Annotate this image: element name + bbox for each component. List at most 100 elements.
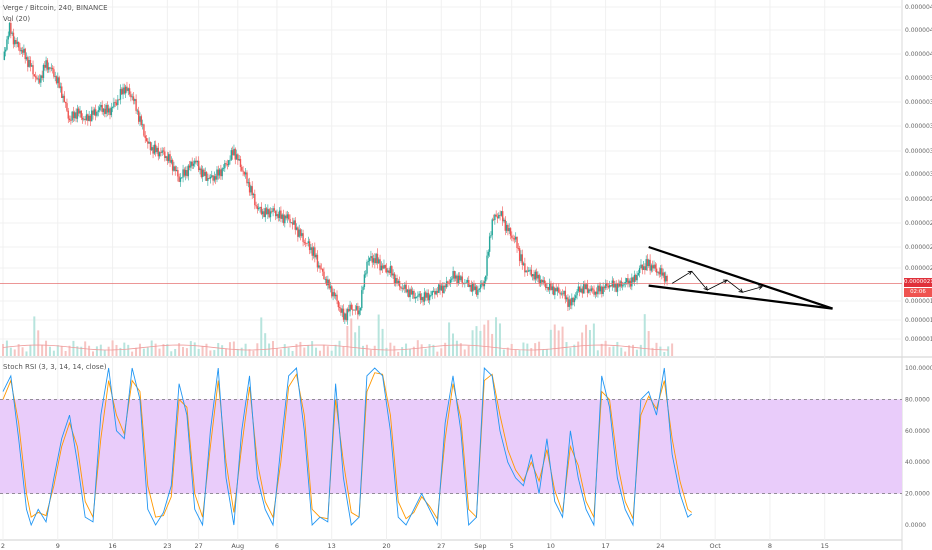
candle-body xyxy=(36,77,38,80)
candle-body xyxy=(238,159,240,161)
volume-bar xyxy=(291,351,294,356)
volume-bar xyxy=(632,344,634,356)
candle-body xyxy=(504,219,507,231)
candle-body xyxy=(632,277,634,282)
volume-bar xyxy=(448,322,451,356)
candle-body xyxy=(173,166,175,171)
candle-body xyxy=(199,168,201,171)
x-tick-label: 27 xyxy=(437,542,445,550)
candle-body xyxy=(358,310,360,315)
candle-body xyxy=(449,279,452,284)
candle-body xyxy=(444,285,446,288)
volume-bar xyxy=(260,317,263,356)
candle-body xyxy=(345,313,347,321)
volume-bar xyxy=(600,343,603,356)
price-tick-label: 0.00000260 xyxy=(905,220,932,227)
candle-body xyxy=(590,288,593,291)
candle-body xyxy=(33,74,36,77)
candle-body xyxy=(67,110,69,119)
candle-body xyxy=(598,285,600,292)
volume-bar xyxy=(588,330,591,356)
candle-body xyxy=(340,307,342,313)
candle-body xyxy=(106,105,109,113)
volume-bar xyxy=(135,347,138,356)
candle-body xyxy=(122,87,124,95)
stoch-rsi-pane xyxy=(0,366,902,527)
volume-bar xyxy=(166,344,169,356)
candle-body xyxy=(306,243,308,244)
candle-body xyxy=(427,292,430,301)
candle-body xyxy=(204,172,206,176)
candle-body xyxy=(21,50,24,53)
candle-body xyxy=(415,296,418,298)
candle-body xyxy=(68,118,71,121)
candle-body xyxy=(648,259,650,267)
trendline-drawings[interactable] xyxy=(648,245,833,310)
candle-body xyxy=(466,280,469,283)
candlestick-series xyxy=(3,18,668,325)
candle-body xyxy=(307,241,310,244)
candle-body xyxy=(581,288,583,294)
candle-body xyxy=(136,110,139,112)
candle-body xyxy=(8,23,11,36)
candle-body xyxy=(507,224,509,232)
volume-bar xyxy=(45,340,48,356)
volume-bar xyxy=(322,344,325,356)
candle-body xyxy=(123,87,126,94)
candle-body xyxy=(439,284,441,291)
volume-bar xyxy=(530,348,533,356)
candle-body xyxy=(263,211,265,218)
volume-bar xyxy=(538,341,541,356)
candle-body xyxy=(568,299,570,307)
candle-body xyxy=(233,148,235,156)
volume-bar xyxy=(248,349,251,356)
stoch-tick-label: 60.0000 xyxy=(905,428,930,435)
volume-bar xyxy=(393,345,396,356)
candle-body xyxy=(70,120,72,121)
candle-body xyxy=(607,285,610,288)
candle-body xyxy=(508,228,510,232)
candle-body xyxy=(365,273,367,275)
candle-body xyxy=(161,150,163,153)
candle-body xyxy=(573,298,576,303)
price-tick-label: 0.00000164 xyxy=(905,336,932,343)
candle-body xyxy=(552,286,555,295)
candle-body xyxy=(569,299,572,306)
volume-bar xyxy=(475,326,478,356)
candle-body xyxy=(141,124,144,126)
candle-body xyxy=(368,257,371,262)
candle-body xyxy=(465,282,467,284)
candle-body xyxy=(87,114,89,121)
candle-body xyxy=(597,285,599,295)
candle-body xyxy=(276,214,278,217)
candle-body xyxy=(23,48,25,53)
volume-bar xyxy=(193,342,196,356)
candle-body xyxy=(295,227,298,230)
volume-bar xyxy=(495,317,498,356)
candle-body xyxy=(663,272,666,282)
candle-body xyxy=(113,102,115,108)
volume-bar xyxy=(240,347,243,356)
candle-body xyxy=(638,268,641,274)
candle-body xyxy=(323,271,325,280)
volume-bar xyxy=(162,344,165,356)
candle-body xyxy=(543,280,546,284)
candle-body xyxy=(531,274,534,277)
candle-body xyxy=(642,266,645,270)
x-tick-label: 16 xyxy=(108,542,116,550)
candle-body xyxy=(517,248,520,249)
candle-body xyxy=(88,115,90,121)
candle-body xyxy=(603,286,606,289)
candle-body xyxy=(226,164,229,166)
volume-bar xyxy=(268,343,271,356)
candle-body xyxy=(333,292,336,297)
candle-body xyxy=(495,214,497,217)
volume-bar xyxy=(252,350,255,356)
candle-body xyxy=(661,268,663,276)
candle-body xyxy=(221,168,223,177)
volume-bar xyxy=(635,349,638,356)
candle-body xyxy=(327,279,329,286)
candle-body xyxy=(131,96,133,98)
volume-bar xyxy=(585,324,588,356)
